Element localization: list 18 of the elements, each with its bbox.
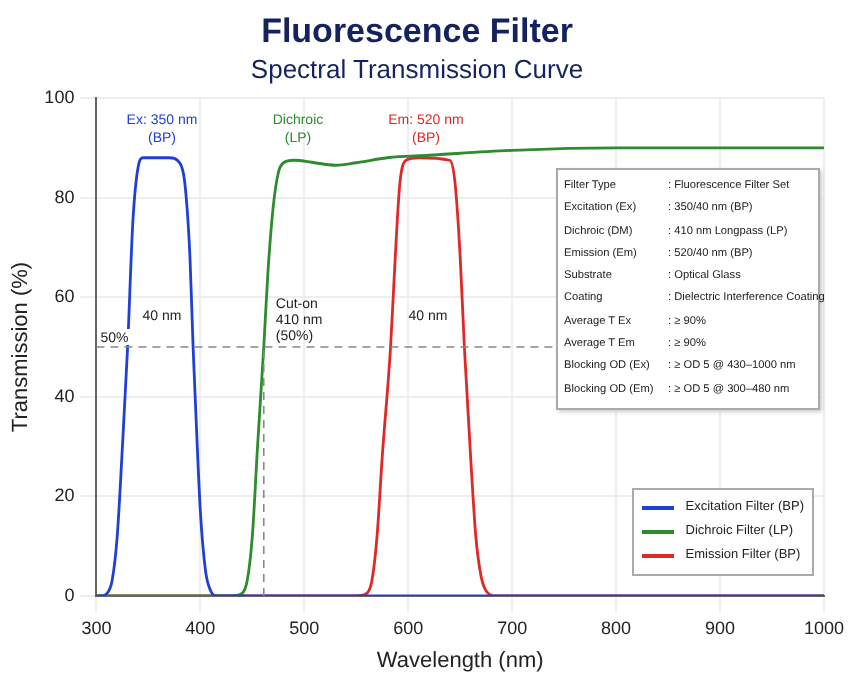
x-tick-label: 600 (393, 617, 424, 638)
x-tick-label: 800 (601, 617, 632, 638)
x-tick-label: 900 (705, 617, 736, 638)
x-tick-label: 700 (497, 617, 528, 638)
y-tick-label: 40 (54, 385, 75, 406)
x-tick-label: 500 (289, 617, 320, 638)
y-tick-label: 80 (54, 186, 75, 207)
x-axis-title: Wavelength (nm) (376, 648, 544, 673)
y-tick-label: 60 (54, 286, 75, 307)
y-axis-title: Transmission (%) (9, 261, 34, 433)
chart-title: Fluorescence Filter (261, 11, 574, 50)
x-tick-label: 1000 (803, 617, 845, 638)
chart-subtitle: Spectral Transmission Curve (250, 53, 584, 84)
y-tick-label: 100 (44, 86, 75, 107)
y-tick-label: 0 (64, 584, 75, 605)
y-tick-label: 20 (54, 485, 75, 506)
x-tick-label: 400 (185, 617, 216, 638)
x-tick-label: 300 (81, 617, 112, 638)
